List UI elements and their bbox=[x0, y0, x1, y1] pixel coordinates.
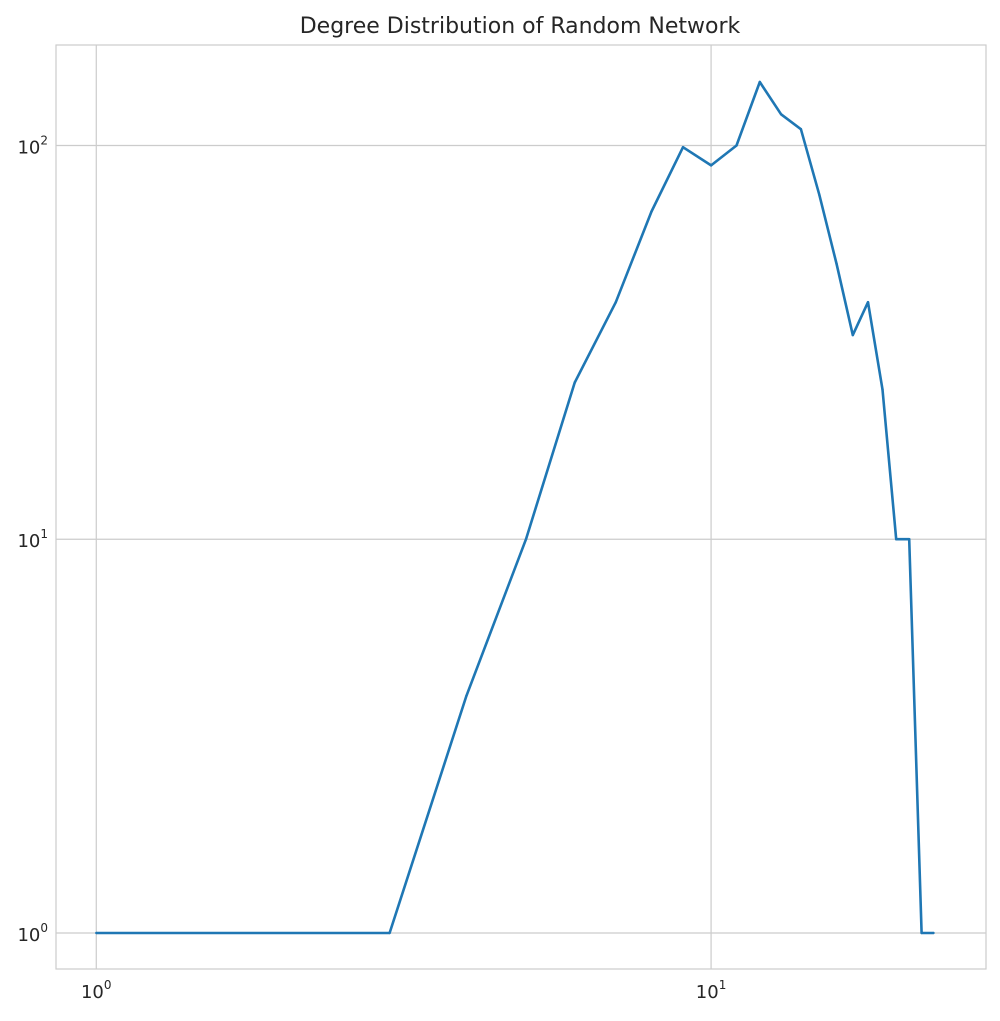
data-point bbox=[709, 164, 713, 167]
y-tick-label: 100 bbox=[17, 921, 48, 946]
data-point bbox=[95, 931, 98, 935]
data-point bbox=[735, 144, 738, 147]
data-point bbox=[779, 113, 783, 116]
x-tick-label-base: 10 bbox=[81, 982, 104, 1003]
x-tick-label-base: 10 bbox=[696, 982, 719, 1003]
data-point bbox=[866, 301, 870, 304]
y-tick-label-base: 10 bbox=[17, 925, 40, 946]
chart-title: Degree Distribution of Random Network bbox=[300, 14, 741, 39]
data-point bbox=[573, 381, 576, 384]
data-point bbox=[881, 388, 884, 391]
series-layer bbox=[95, 80, 935, 935]
y-tick-label-exponent: 1 bbox=[40, 527, 48, 541]
plot-frame bbox=[55, 44, 987, 970]
data-point bbox=[388, 931, 391, 935]
y-tick-label: 101 bbox=[17, 527, 48, 552]
data-point bbox=[614, 301, 617, 304]
y-tick-label-exponent: 0 bbox=[40, 921, 48, 935]
x-tick-label: 100 bbox=[81, 978, 112, 1003]
y-tick-label: 102 bbox=[17, 134, 48, 159]
data-point bbox=[758, 80, 761, 84]
data-point bbox=[681, 146, 685, 149]
data-point bbox=[818, 193, 821, 196]
series-line bbox=[96, 80, 934, 935]
data-point bbox=[835, 262, 838, 266]
data-point bbox=[932, 931, 935, 935]
data-point bbox=[524, 538, 528, 541]
data-point bbox=[920, 931, 923, 935]
data-point bbox=[799, 128, 803, 131]
data-point bbox=[908, 538, 911, 541]
y-tick-label-exponent: 2 bbox=[40, 134, 48, 148]
y-tick-label-base: 10 bbox=[17, 531, 40, 552]
x-tick-label-exponent: 1 bbox=[719, 978, 727, 992]
x-tick-label-exponent: 0 bbox=[104, 978, 112, 992]
data-point bbox=[851, 333, 854, 337]
data-point bbox=[895, 538, 898, 541]
x-tick-label: 101 bbox=[696, 978, 727, 1003]
data-point bbox=[650, 210, 653, 213]
data-point bbox=[465, 694, 468, 698]
y-tick-label-base: 10 bbox=[17, 138, 40, 159]
